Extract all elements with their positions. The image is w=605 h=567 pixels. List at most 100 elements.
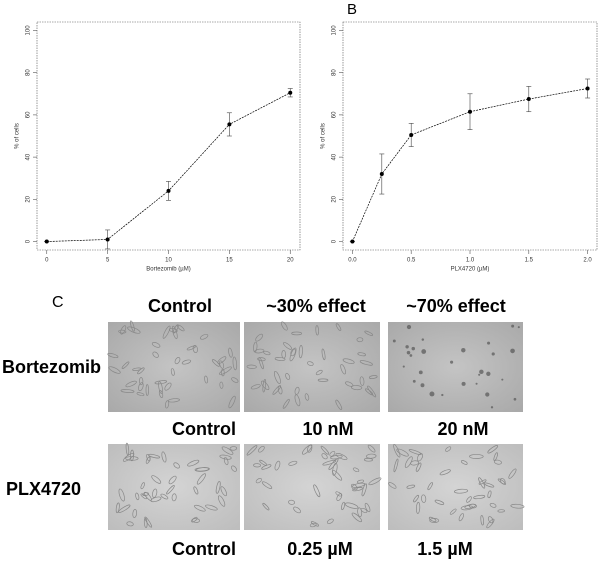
column-header: ~30% effect	[266, 296, 366, 316]
cell	[221, 446, 234, 455]
panel-c: C Control ~30% effect ~70% effect Bortezomi…	[2, 294, 525, 559]
caption: 20 nM	[437, 419, 488, 439]
column-header: Control	[148, 296, 212, 316]
cell	[261, 481, 273, 489]
cell	[357, 352, 367, 357]
data-line	[352, 88, 588, 242]
cell	[491, 352, 495, 356]
cell	[365, 453, 377, 459]
cell	[406, 484, 416, 489]
cell	[168, 475, 177, 485]
cell	[132, 367, 142, 371]
y-tick-label: 80	[332, 69, 338, 76]
cell	[127, 326, 141, 334]
cell	[181, 359, 192, 365]
cell	[429, 391, 435, 397]
cell	[167, 398, 180, 403]
cell	[158, 381, 163, 394]
cell	[450, 360, 454, 364]
cell	[321, 453, 328, 460]
cell	[253, 341, 258, 353]
cell	[298, 345, 303, 359]
cell	[441, 393, 444, 397]
cell	[255, 478, 262, 484]
data-point	[468, 109, 472, 114]
cell	[255, 333, 264, 342]
cell	[125, 442, 130, 456]
y-tick-label: 100	[26, 25, 32, 36]
cell	[361, 483, 367, 497]
row-label: Bortezomib	[2, 357, 101, 377]
cell	[429, 518, 440, 523]
cell	[246, 445, 258, 456]
x-tick-label: 5	[106, 258, 110, 264]
cell	[478, 479, 487, 485]
cell	[356, 337, 364, 343]
cell	[263, 350, 271, 356]
cell	[294, 386, 300, 395]
cell	[315, 369, 323, 376]
cell	[320, 445, 330, 455]
cell	[411, 346, 415, 351]
column-header: ~70% effect	[406, 296, 506, 316]
y-tick-label: 80	[26, 69, 32, 76]
cell	[344, 502, 359, 509]
cell	[511, 324, 515, 328]
cell	[340, 364, 346, 375]
cell	[487, 490, 492, 499]
cell	[392, 339, 396, 343]
cell	[486, 371, 491, 376]
cell	[321, 348, 326, 361]
cell	[350, 483, 358, 491]
cell	[162, 325, 171, 339]
y-axis-label: % of cells	[321, 123, 327, 149]
cell	[288, 499, 295, 505]
cell	[393, 458, 399, 473]
cell	[487, 341, 491, 345]
cell	[364, 388, 374, 396]
cell	[304, 393, 310, 401]
cell	[487, 516, 494, 524]
cell	[200, 333, 209, 340]
cell	[461, 381, 466, 386]
cell	[142, 492, 149, 496]
cell	[364, 330, 374, 336]
cell	[143, 517, 148, 529]
cell	[317, 378, 329, 382]
micrograph	[108, 322, 240, 412]
cell	[421, 349, 427, 354]
x-tick-label: 2.0	[583, 258, 592, 264]
x-tick-label: 0.0	[348, 258, 357, 264]
cell	[253, 463, 262, 468]
cell	[260, 380, 270, 391]
cell	[489, 502, 497, 508]
cell	[485, 392, 490, 397]
cell	[258, 445, 265, 453]
cell	[204, 375, 208, 384]
y-tick-label: 40	[332, 153, 338, 160]
cell	[228, 395, 236, 409]
cell	[307, 361, 314, 366]
cell	[262, 379, 267, 393]
caption: 10 nM	[302, 419, 353, 439]
cell	[415, 462, 422, 472]
cell	[288, 460, 298, 466]
cell	[122, 452, 135, 462]
cell	[478, 373, 481, 376]
caption: 0.25 µM	[287, 539, 352, 559]
cell	[352, 487, 363, 492]
cell	[445, 446, 452, 452]
cell	[194, 504, 206, 512]
cell	[211, 359, 220, 367]
cell	[508, 468, 517, 479]
cell	[449, 508, 457, 515]
cell	[341, 501, 346, 511]
cell	[478, 477, 486, 489]
cell	[151, 475, 162, 484]
cell	[307, 444, 313, 453]
cell	[281, 350, 286, 359]
cell	[170, 368, 175, 376]
cell	[427, 482, 433, 491]
cell	[108, 366, 121, 374]
y-tick-label: 0	[332, 239, 338, 243]
